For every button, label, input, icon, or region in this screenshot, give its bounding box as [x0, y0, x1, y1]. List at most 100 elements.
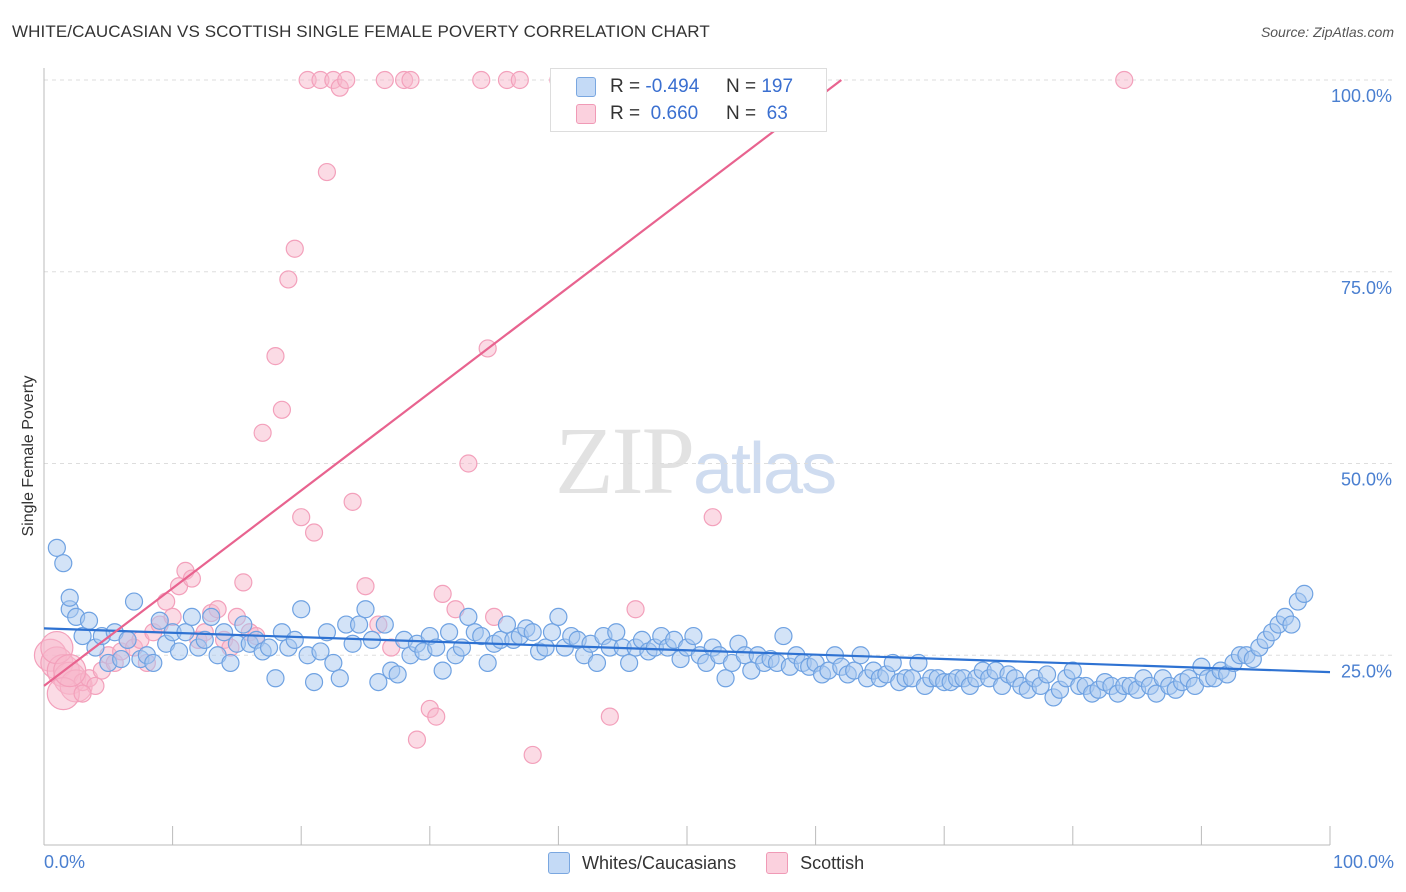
- scottish-point: [73, 684, 92, 703]
- scottish-point: [459, 454, 478, 473]
- white-point: [369, 672, 388, 692]
- axes: [43, 68, 1331, 846]
- legend-r-label: R =: [610, 76, 641, 97]
- source-note: Source: ZipAtlas.com: [1260, 24, 1394, 40]
- scottish-point: [375, 70, 394, 90]
- white-point: [150, 611, 169, 630]
- scottish-point: [356, 577, 375, 596]
- white-point: [523, 623, 542, 642]
- correlation-legend: R = -0.494 N = 197 R = 0.660 N = 63: [550, 68, 827, 132]
- legend-swatch-scottish: [766, 852, 789, 874]
- legend-item-scottish[interactable]: Scottish: [766, 852, 864, 874]
- white-point: [330, 669, 349, 688]
- white-point: [259, 638, 279, 657]
- legend-label-scottish: Scottish: [800, 852, 865, 873]
- scottish-point: [600, 707, 619, 726]
- scottish-point: [292, 508, 311, 527]
- scottish-point: [1115, 70, 1134, 90]
- white-point: [349, 615, 369, 634]
- scottish-point: [427, 707, 446, 726]
- white-point: [195, 630, 214, 650]
- white-point: [497, 615, 517, 634]
- white-points: [47, 538, 1314, 707]
- scottish-point: [343, 492, 362, 511]
- white-point: [144, 653, 163, 673]
- white-point: [1063, 661, 1082, 680]
- chart-title: WHITE/CAUCASIAN VS SCOTTISH SINGLE FEMAL…: [12, 22, 710, 41]
- white-point: [587, 653, 607, 673]
- scottish-point: [626, 600, 645, 619]
- legend-n-value: 63: [761, 103, 788, 124]
- white-point: [549, 607, 568, 627]
- white-point: [536, 638, 555, 657]
- white-point: [118, 630, 137, 650]
- grid: [44, 79, 1392, 656]
- white-point: [202, 607, 221, 627]
- white-point: [285, 630, 304, 650]
- x-tick-min: 0.0%: [44, 852, 86, 872]
- white-point: [304, 672, 324, 692]
- white-point: [311, 642, 330, 661]
- white-point: [234, 615, 253, 634]
- white-point: [54, 554, 73, 573]
- watermark-zip: ZIP: [555, 407, 695, 514]
- scottish-point: [304, 523, 324, 542]
- white-point: [324, 653, 343, 673]
- legend-item-white[interactable]: Whites/Caucasians: [548, 852, 736, 874]
- white-point: [214, 623, 234, 642]
- scottish-point: [523, 745, 542, 765]
- white-point: [883, 653, 902, 673]
- white-point: [47, 538, 66, 557]
- legend-r-value: 0.660: [645, 103, 699, 124]
- legend-n-value: 197: [761, 76, 794, 97]
- white-point: [1037, 665, 1057, 684]
- legend-swatch-white: [548, 852, 570, 874]
- white-point: [73, 626, 92, 646]
- series-legend: Whites/Caucasians Scottish: [548, 852, 894, 874]
- white-point: [317, 623, 337, 642]
- white-point: [433, 661, 452, 680]
- white-point: [459, 607, 478, 627]
- white-point: [112, 649, 131, 669]
- white-point: [427, 638, 446, 657]
- legend-n-label: N =: [725, 76, 757, 97]
- y-tick-label: 50.0%: [1341, 470, 1392, 490]
- white-point: [620, 653, 639, 673]
- white-point: [60, 588, 79, 607]
- white-point: [292, 600, 311, 619]
- legend-row-white: R = -0.494 N = 197: [576, 75, 793, 99]
- y-tick-label: 25.0%: [1341, 661, 1392, 681]
- white-point: [1282, 615, 1301, 634]
- scottish-point: [317, 162, 337, 182]
- white-point: [1295, 584, 1314, 603]
- y-axis-title: Single Female Poverty: [20, 375, 37, 537]
- white-point: [439, 623, 459, 642]
- scottish-point: [266, 347, 285, 366]
- scottish-point: [53, 653, 87, 688]
- white-point: [169, 642, 189, 661]
- white-point: [607, 623, 626, 642]
- scottish-point: [433, 584, 452, 603]
- y-tick-label: 75.0%: [1341, 278, 1392, 298]
- white-point: [375, 615, 394, 634]
- scottish-point: [401, 70, 420, 90]
- legend-swatch-white: [576, 77, 596, 97]
- white-point: [182, 607, 201, 627]
- legend-r-label: R =: [610, 103, 641, 124]
- white-point: [124, 592, 144, 611]
- scottish-point: [253, 423, 272, 442]
- scottish-point: [157, 592, 176, 611]
- scottish-point: [285, 239, 304, 258]
- legend-n-label: N =: [725, 103, 757, 124]
- white-point: [478, 653, 497, 673]
- watermark: ZIPatlas: [555, 405, 837, 516]
- white-point: [388, 665, 407, 684]
- scottish-point: [279, 270, 298, 289]
- white-point: [542, 623, 562, 642]
- white-point: [221, 653, 240, 673]
- white-point: [774, 626, 793, 646]
- white-point: [79, 611, 99, 630]
- legend-swatch-scottish: [576, 104, 596, 124]
- legend-row-scottish: R = 0.660 N = 63: [576, 102, 788, 126]
